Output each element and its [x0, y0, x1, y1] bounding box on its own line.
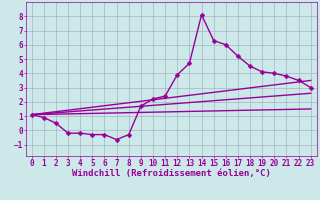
X-axis label: Windchill (Refroidissement éolien,°C): Windchill (Refroidissement éolien,°C): [72, 169, 271, 178]
